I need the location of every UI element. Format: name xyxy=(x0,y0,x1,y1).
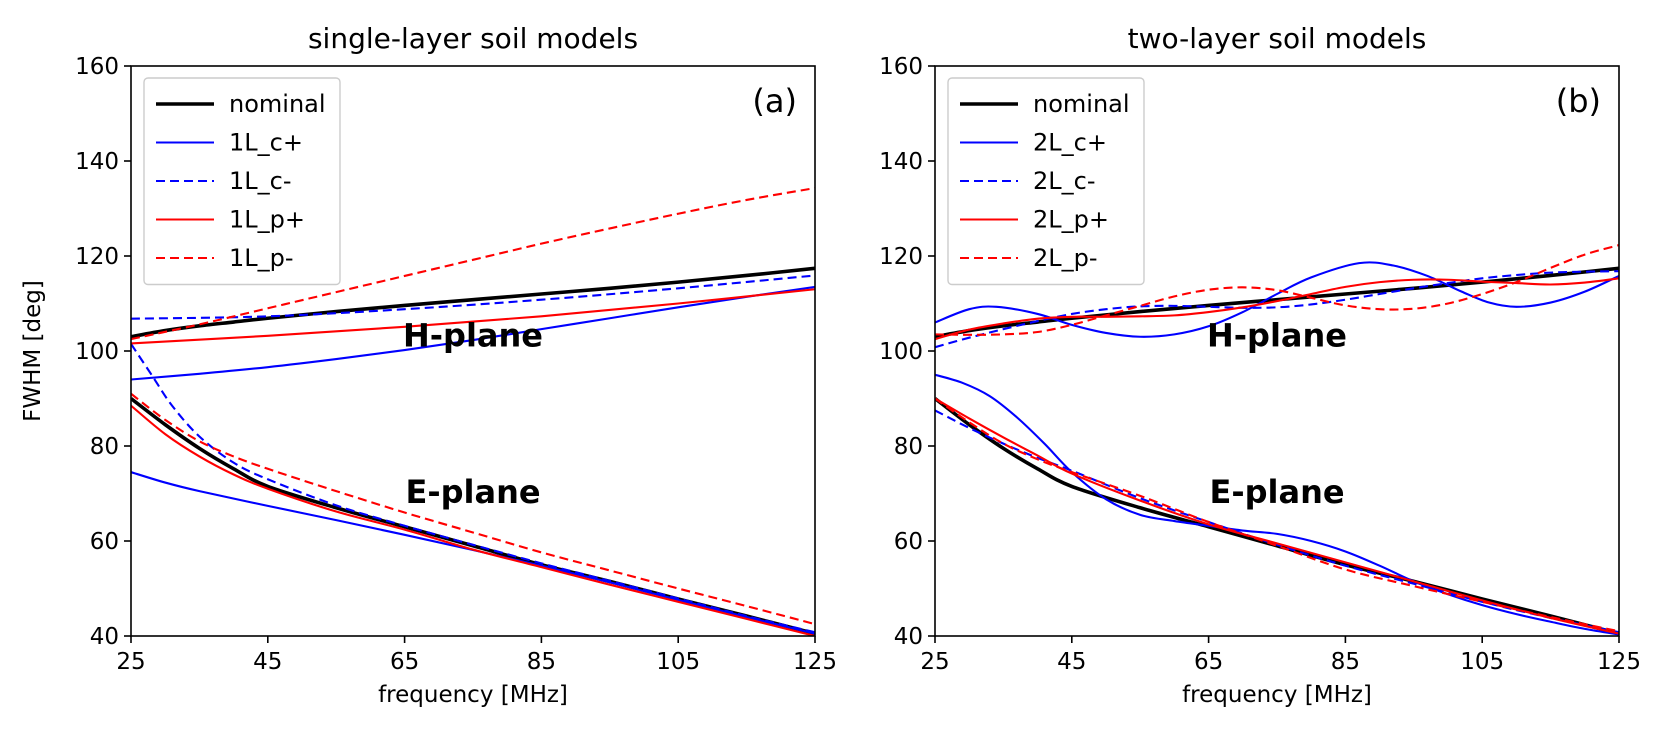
annotation-e-plane: E-plane xyxy=(405,473,540,511)
legend-label: 1L_p+ xyxy=(229,206,305,234)
panel-b: two-layer soil models 25 45 65 85 105 125 40 60 8… xyxy=(879,22,1641,708)
legend-label: 1L_p- xyxy=(229,244,294,272)
legend-label: nominal xyxy=(1033,90,1130,118)
series-line-2l-p- xyxy=(935,397,1619,635)
y-tick-label: 40 xyxy=(90,624,119,650)
legend-label: 1L_c- xyxy=(229,167,292,195)
x-tick-label: 25 xyxy=(920,649,949,675)
panel-label: (a) xyxy=(752,82,797,120)
panel-label: (b) xyxy=(1556,82,1601,120)
y-tick-label: 100 xyxy=(75,339,119,365)
y-tick-label: 140 xyxy=(879,149,923,175)
y-tick-label: 60 xyxy=(894,529,923,555)
x-tick-label: 125 xyxy=(1597,649,1641,675)
legend-label: 2L_p+ xyxy=(1033,206,1109,234)
legend-box xyxy=(143,77,341,286)
x-axis-label: frequency [MHz] xyxy=(1182,682,1372,708)
x-tick-label: 105 xyxy=(656,649,700,675)
series-line-1l-p- xyxy=(131,187,815,341)
legend-label: 2L_p- xyxy=(1033,244,1098,272)
x-tick-label: 65 xyxy=(390,649,419,675)
legend: nominal 2L_c+ 2L_c- 2L_p+ 2L_p- xyxy=(947,77,1145,286)
x-tick-label: 45 xyxy=(253,649,282,675)
series-line-2l-p- xyxy=(935,397,1619,633)
panel-a: single-layer soil models 25 45 65 85 105 125 40… xyxy=(20,22,837,708)
y-tick-label: 100 xyxy=(879,339,923,365)
x-tick-label: 85 xyxy=(1331,649,1360,675)
x-tick-label: 105 xyxy=(1460,649,1504,675)
series-line-1l-p- xyxy=(131,288,815,345)
series-line-2l-c- xyxy=(935,409,1619,634)
annotation-e-plane: E-plane xyxy=(1209,473,1344,511)
annotation-h-plane: H-plane xyxy=(403,316,543,354)
series-line-2l-p- xyxy=(935,277,1619,341)
series-line-nominal xyxy=(935,397,1619,636)
annotation-h-plane: H-plane xyxy=(1207,316,1347,354)
legend: nominal 1L_c+ 1L_c- 1L_p+ 1L_p- xyxy=(143,77,341,286)
y-tick-label: 160 xyxy=(75,54,119,80)
y-tick-label: 40 xyxy=(894,624,923,650)
series-line-1l-c- xyxy=(131,285,815,381)
chart-title: two-layer soil models xyxy=(1128,22,1427,55)
x-tick-label: 45 xyxy=(1057,649,1086,675)
legend-label: nominal xyxy=(229,90,326,118)
y-tick-label: 140 xyxy=(75,149,119,175)
series-line-1l-c- xyxy=(131,274,815,320)
series-line-1l-c- xyxy=(131,343,815,634)
y-tick-label: 60 xyxy=(90,529,119,555)
y-tick-label: 120 xyxy=(75,244,119,270)
series-lines xyxy=(131,187,815,636)
x-tick-label: 25 xyxy=(116,649,145,675)
series-line-2l-p- xyxy=(935,244,1619,336)
series-lines xyxy=(935,244,1619,636)
x-tick-label: 65 xyxy=(1194,649,1223,675)
x-axis-label: frequency [MHz] xyxy=(378,682,568,708)
y-tick-label: 80 xyxy=(90,434,119,460)
chart-title: single-layer soil models xyxy=(308,22,638,55)
series-line-1l-c- xyxy=(131,471,815,635)
legend-label: 2L_c- xyxy=(1033,167,1096,195)
legend-box xyxy=(947,77,1145,286)
y-tick-label: 120 xyxy=(879,244,923,270)
series-line-2l-c- xyxy=(935,373,1619,636)
series-line-1l-p- xyxy=(131,392,815,626)
legend-label: 1L_c+ xyxy=(229,129,303,157)
y-axis-label: FWHM [deg] xyxy=(20,280,46,422)
x-tick-label: 85 xyxy=(527,649,556,675)
y-tick-label: 160 xyxy=(879,54,923,80)
legend-label: 2L_c+ xyxy=(1033,129,1107,157)
series-line-1l-p- xyxy=(131,404,815,636)
series-line-nominal xyxy=(131,266,815,339)
x-tick-label: 125 xyxy=(793,649,837,675)
y-tick-label: 80 xyxy=(894,434,923,460)
